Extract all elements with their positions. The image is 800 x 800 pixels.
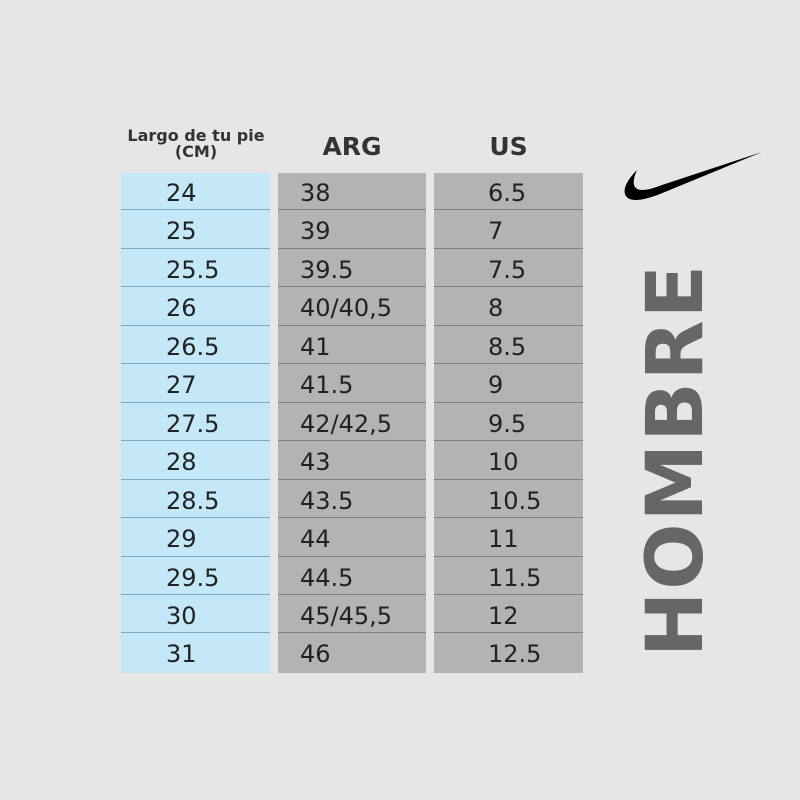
table-row: 28.5 43.5 10.5 xyxy=(0,481,800,519)
cell-arg: 43 xyxy=(278,442,426,480)
cell-arg: 42/42,5 xyxy=(278,404,426,442)
cell-us: 7 xyxy=(434,211,583,249)
cell-arg: 46 xyxy=(300,640,331,669)
cell-us: 7.5 xyxy=(434,250,583,288)
cell-arg: 43.5 xyxy=(278,481,426,519)
cell-cm: 31 xyxy=(166,640,197,669)
cell-arg: 41.5 xyxy=(278,365,426,403)
table-row: 26.5 41 8.5 xyxy=(0,327,800,365)
cell-cm: 24 xyxy=(121,173,270,211)
cell-us: 6.5 xyxy=(434,173,583,211)
gender-label: HOMBRE xyxy=(631,262,721,658)
cell-arg: 38 xyxy=(278,173,426,211)
table-row: 25.5 39.5 7.5 xyxy=(0,250,800,288)
table-row: 29 44 11 xyxy=(0,519,800,557)
cell-cm: 27 xyxy=(121,365,270,403)
cell-arg: 40/40,5 xyxy=(278,288,426,326)
table-row: 25 39 7 xyxy=(0,211,800,249)
table-row: 26 40/40,5 8 xyxy=(0,288,800,326)
cell-us: 8 xyxy=(434,288,583,326)
cell-us: 9 xyxy=(434,365,583,403)
cell-arg: 41 xyxy=(278,327,426,365)
table-row: 31 46 12.5 xyxy=(0,634,800,672)
cell-cm: 25 xyxy=(121,211,270,249)
table-row: 24 38 6.5 xyxy=(0,173,800,211)
cell-cm: 30 xyxy=(121,596,270,634)
cell-us: 10 xyxy=(434,442,583,480)
nike-swoosh-icon xyxy=(624,152,762,201)
arg-column-bg xyxy=(278,173,426,673)
cell-us: 11 xyxy=(434,519,583,557)
cell-cm: 28 xyxy=(121,442,270,480)
cell-us: 9.5 xyxy=(434,404,583,442)
header-us: US xyxy=(489,132,528,161)
table-row: 29.5 44.5 11.5 xyxy=(0,558,800,596)
cell-cm: 26.5 xyxy=(121,327,270,365)
cell-arg: 45/45,5 xyxy=(278,596,426,634)
cell-us: 11.5 xyxy=(434,558,583,595)
cell-cm: 27.5 xyxy=(121,404,270,442)
size-table: 24 38 6.5 25 39 7 25.5 39.5 7.5 26 40/40,5 8 26.5 41 8… xyxy=(0,173,800,673)
cell-cm: 29 xyxy=(121,519,270,557)
cell-us: 10.5 xyxy=(434,481,583,519)
table-row: 27.5 42/42,5 9.5 xyxy=(0,404,800,442)
table-row: 27 41.5 9 xyxy=(0,365,800,403)
cell-cm: 26 xyxy=(121,288,270,326)
cell-cm: 28.5 xyxy=(121,481,270,519)
cell-cm: 25.5 xyxy=(121,250,270,288)
cell-arg: 44 xyxy=(278,519,426,557)
cell-us: 12 xyxy=(434,596,583,634)
cell-arg: 44.5 xyxy=(278,558,426,595)
table-row: 30 45/45,5 12 xyxy=(0,596,800,634)
us-column-bg xyxy=(434,173,583,673)
cell-cm: 29.5 xyxy=(121,558,270,595)
cell-arg: 39 xyxy=(278,211,426,249)
cell-us: 12.5 xyxy=(488,640,542,669)
table-row: 28 43 10 xyxy=(0,442,800,480)
header-arg: ARG xyxy=(322,132,382,161)
cm-column-bg xyxy=(121,173,270,673)
cell-arg: 39.5 xyxy=(278,250,426,288)
cell-us: 8.5 xyxy=(434,327,583,365)
header-cm: Largo de tu pie (CM) xyxy=(127,126,265,161)
